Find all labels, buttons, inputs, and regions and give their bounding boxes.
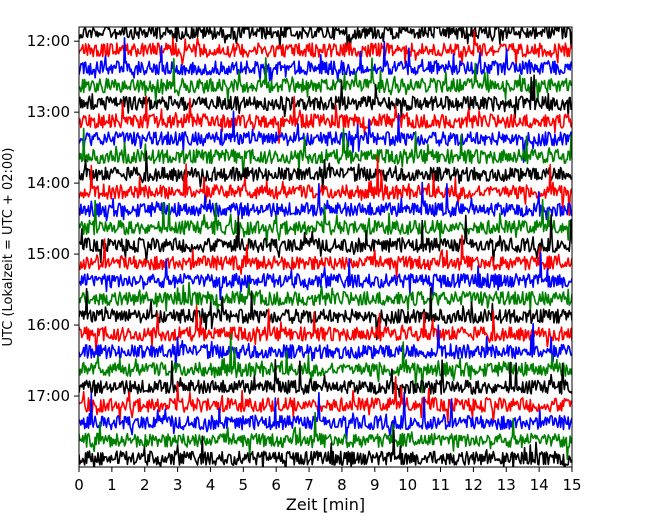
- x-tick-label: 0: [74, 476, 84, 494]
- x-tick-label: 13: [497, 476, 516, 494]
- x-tick-label: 5: [239, 476, 249, 494]
- trace-line-23: [79, 411, 572, 461]
- trace-line-21: [79, 376, 572, 426]
- trace-line-11: [79, 198, 572, 248]
- y-tick-label: 17:00: [27, 387, 70, 405]
- x-tick-label: 15: [562, 476, 581, 494]
- trace-line-18: [79, 322, 572, 368]
- x-tick-label: 4: [206, 476, 216, 494]
- x-axis: 0 1 2 3 4 5 6 7 8 9 10 11 12 13 14 15: [74, 467, 582, 494]
- trace-line-13: [79, 234, 572, 280]
- trace-line-4: [79, 74, 572, 119]
- x-tick-label: 2: [140, 476, 150, 494]
- trace-line-15: [79, 281, 572, 316]
- trace-line-14: [79, 252, 572, 301]
- trace-line-9: [79, 155, 572, 217]
- trace-line-0: [79, 27, 572, 51]
- trace-line-8: [79, 150, 572, 191]
- x-tick-label: 8: [337, 476, 347, 494]
- y-axis-label: UTC (Lokalzeit = UTC + 02:00): [1, 148, 16, 347]
- x-tick-label: 10: [398, 476, 417, 494]
- trace-line-22: [79, 391, 572, 444]
- trace-line-7: [79, 127, 572, 177]
- x-tick-label: 14: [530, 476, 549, 494]
- y-tick-label: 16:00: [27, 316, 70, 334]
- y-tick-label: 14:00: [27, 174, 70, 192]
- trace-line-5: [79, 95, 572, 144]
- x-axis-label: Zeit [min]: [286, 495, 365, 514]
- x-tick-label: 12: [464, 476, 483, 494]
- trace-line-3: [79, 57, 572, 104]
- y-axis: 12:00 13:00 14:00 15:00 16:00 17:00: [27, 32, 79, 405]
- seismic-traces: [79, 27, 572, 467]
- trace-line-10: [79, 181, 572, 222]
- x-tick-label: 6: [271, 476, 281, 494]
- x-tick-label: 7: [304, 476, 314, 494]
- y-tick-label: 13:00: [27, 103, 70, 121]
- plot-frame: [78, 26, 573, 468]
- trace-line-19: [79, 333, 572, 394]
- x-tick-label: 1: [107, 476, 117, 494]
- trace-line-16: [79, 287, 572, 341]
- trace-line-12: [79, 214, 572, 267]
- trace-line-17: [79, 305, 572, 354]
- trace-line-20: [79, 359, 572, 399]
- trace-line-24: [79, 429, 572, 467]
- trace-line-6: [79, 110, 572, 163]
- x-tick-label: 3: [173, 476, 183, 494]
- y-tick-label: 12:00: [27, 32, 70, 50]
- x-tick-label: 9: [370, 476, 380, 494]
- trace-line-2: [79, 37, 572, 82]
- y-tick-label: 15:00: [27, 245, 70, 263]
- x-tick-label: 11: [431, 476, 450, 494]
